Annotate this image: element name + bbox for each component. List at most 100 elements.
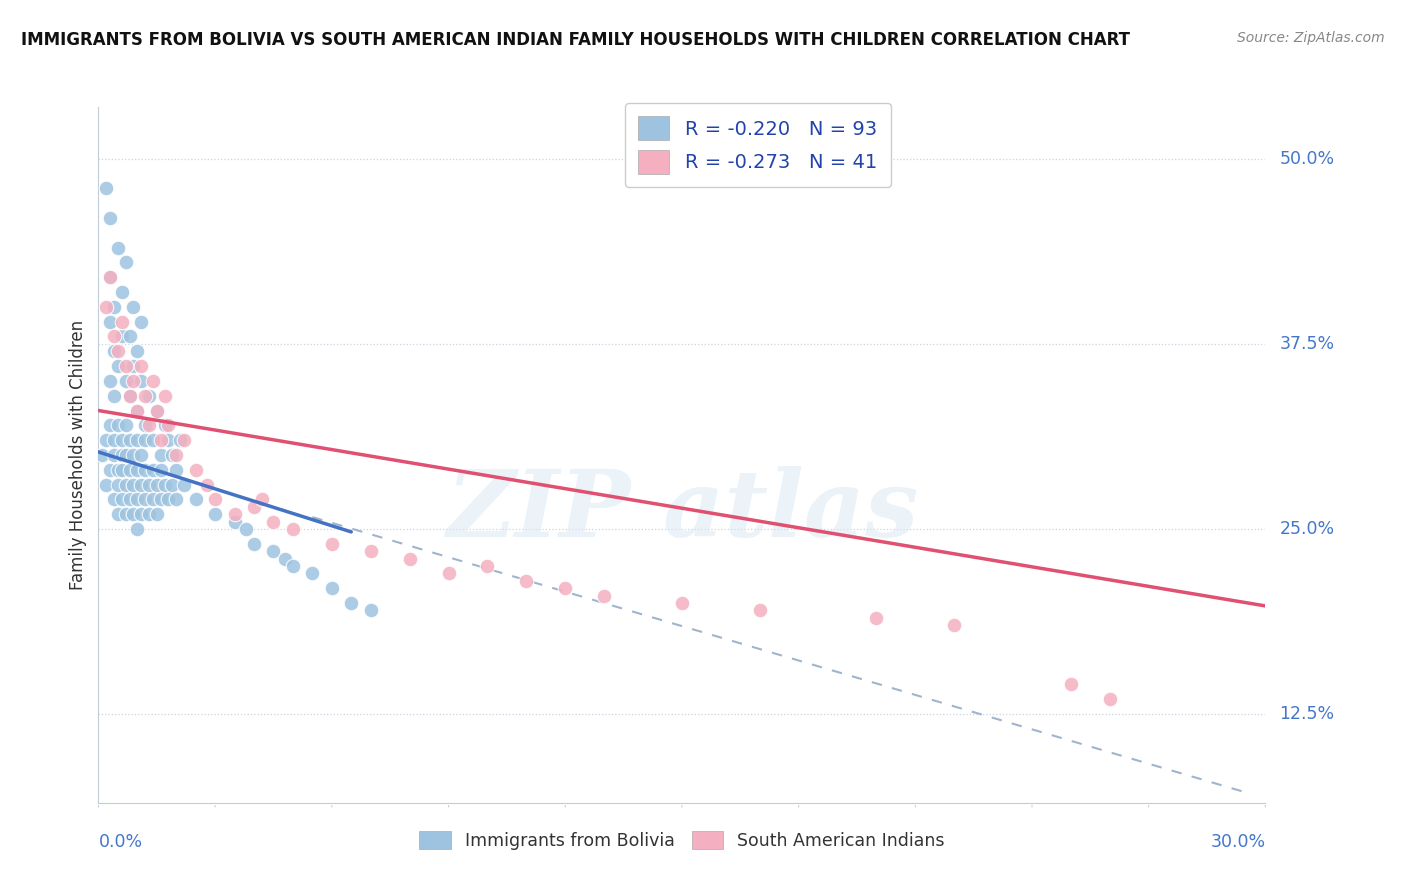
Point [98,463,121,477]
Point [129,359,152,373]
Point [114,418,136,433]
Point [554,581,576,595]
Point [118,433,141,447]
Point [340,596,363,610]
Point [274,551,297,566]
Point [98,418,121,433]
Point [142,463,165,477]
Point [360,603,382,617]
Point [107,507,129,521]
Point [149,448,172,462]
Point [142,374,165,388]
Point [162,477,184,491]
Point [103,492,125,507]
Point [153,389,176,403]
Point [127,403,149,417]
Point [127,463,149,477]
Point [204,492,226,507]
Point [107,241,129,255]
Point [96,433,118,447]
Point [865,611,887,625]
Point [127,522,149,536]
Point [127,492,149,507]
Point [149,433,172,447]
Point [107,463,129,477]
Point [114,448,136,462]
Point [127,403,149,417]
Point [142,492,165,507]
Point [146,477,169,491]
Point [360,544,382,558]
Point [593,589,616,603]
Point [165,492,187,507]
Text: ZIP atlas: ZIP atlas [446,466,918,556]
Point [111,315,134,329]
Point [98,315,121,329]
Point [138,477,160,491]
Point [114,359,136,373]
Point [157,492,180,507]
Point [138,389,160,403]
Point [138,418,160,433]
Point [103,344,125,359]
Point [96,300,118,314]
Point [224,507,246,521]
Point [321,537,343,551]
Point [243,500,266,514]
Point [103,448,125,462]
Point [671,596,693,610]
Point [103,433,125,447]
Point [134,389,156,403]
Point [281,558,304,573]
Point [98,270,121,285]
Point [134,418,156,433]
Point [129,448,152,462]
Point [262,515,284,529]
Text: 12.5%: 12.5% [1279,705,1334,723]
Point [111,285,134,299]
Point [122,477,145,491]
Point [173,477,195,491]
Point [146,403,169,417]
Point [122,300,145,314]
Point [114,374,136,388]
Point [134,492,156,507]
Point [195,477,218,491]
Point [943,618,966,632]
Point [138,507,160,521]
Point [169,433,191,447]
Point [224,515,246,529]
Point [477,558,499,573]
Point [437,566,460,581]
Point [107,344,129,359]
Point [98,374,121,388]
Point [91,448,114,462]
Point [114,477,136,491]
Point [114,507,136,521]
Text: IMMIGRANTS FROM BOLIVIA VS SOUTH AMERICAN INDIAN FAMILY HOUSEHOLDS WITH CHILDREN: IMMIGRANTS FROM BOLIVIA VS SOUTH AMERICA… [21,31,1130,49]
Point [107,477,129,491]
Point [127,344,149,359]
Text: 50.0%: 50.0% [1279,150,1334,168]
Point [98,211,121,225]
Point [103,300,125,314]
Point [96,181,118,195]
Point [165,463,187,477]
Point [114,255,136,269]
Point [235,522,257,536]
Point [134,433,156,447]
Point [118,389,141,403]
Point [111,433,134,447]
Point [157,433,180,447]
Point [281,522,304,536]
Point [96,477,118,491]
Point [515,574,537,588]
Legend: Immigrants from Bolivia, South American Indians: Immigrants from Bolivia, South American … [412,823,952,856]
Point [398,551,420,566]
Point [103,389,125,403]
Point [122,374,145,388]
Text: 37.5%: 37.5% [1279,334,1334,353]
Point [173,433,195,447]
Point [321,581,343,595]
Text: 25.0%: 25.0% [1279,520,1334,538]
